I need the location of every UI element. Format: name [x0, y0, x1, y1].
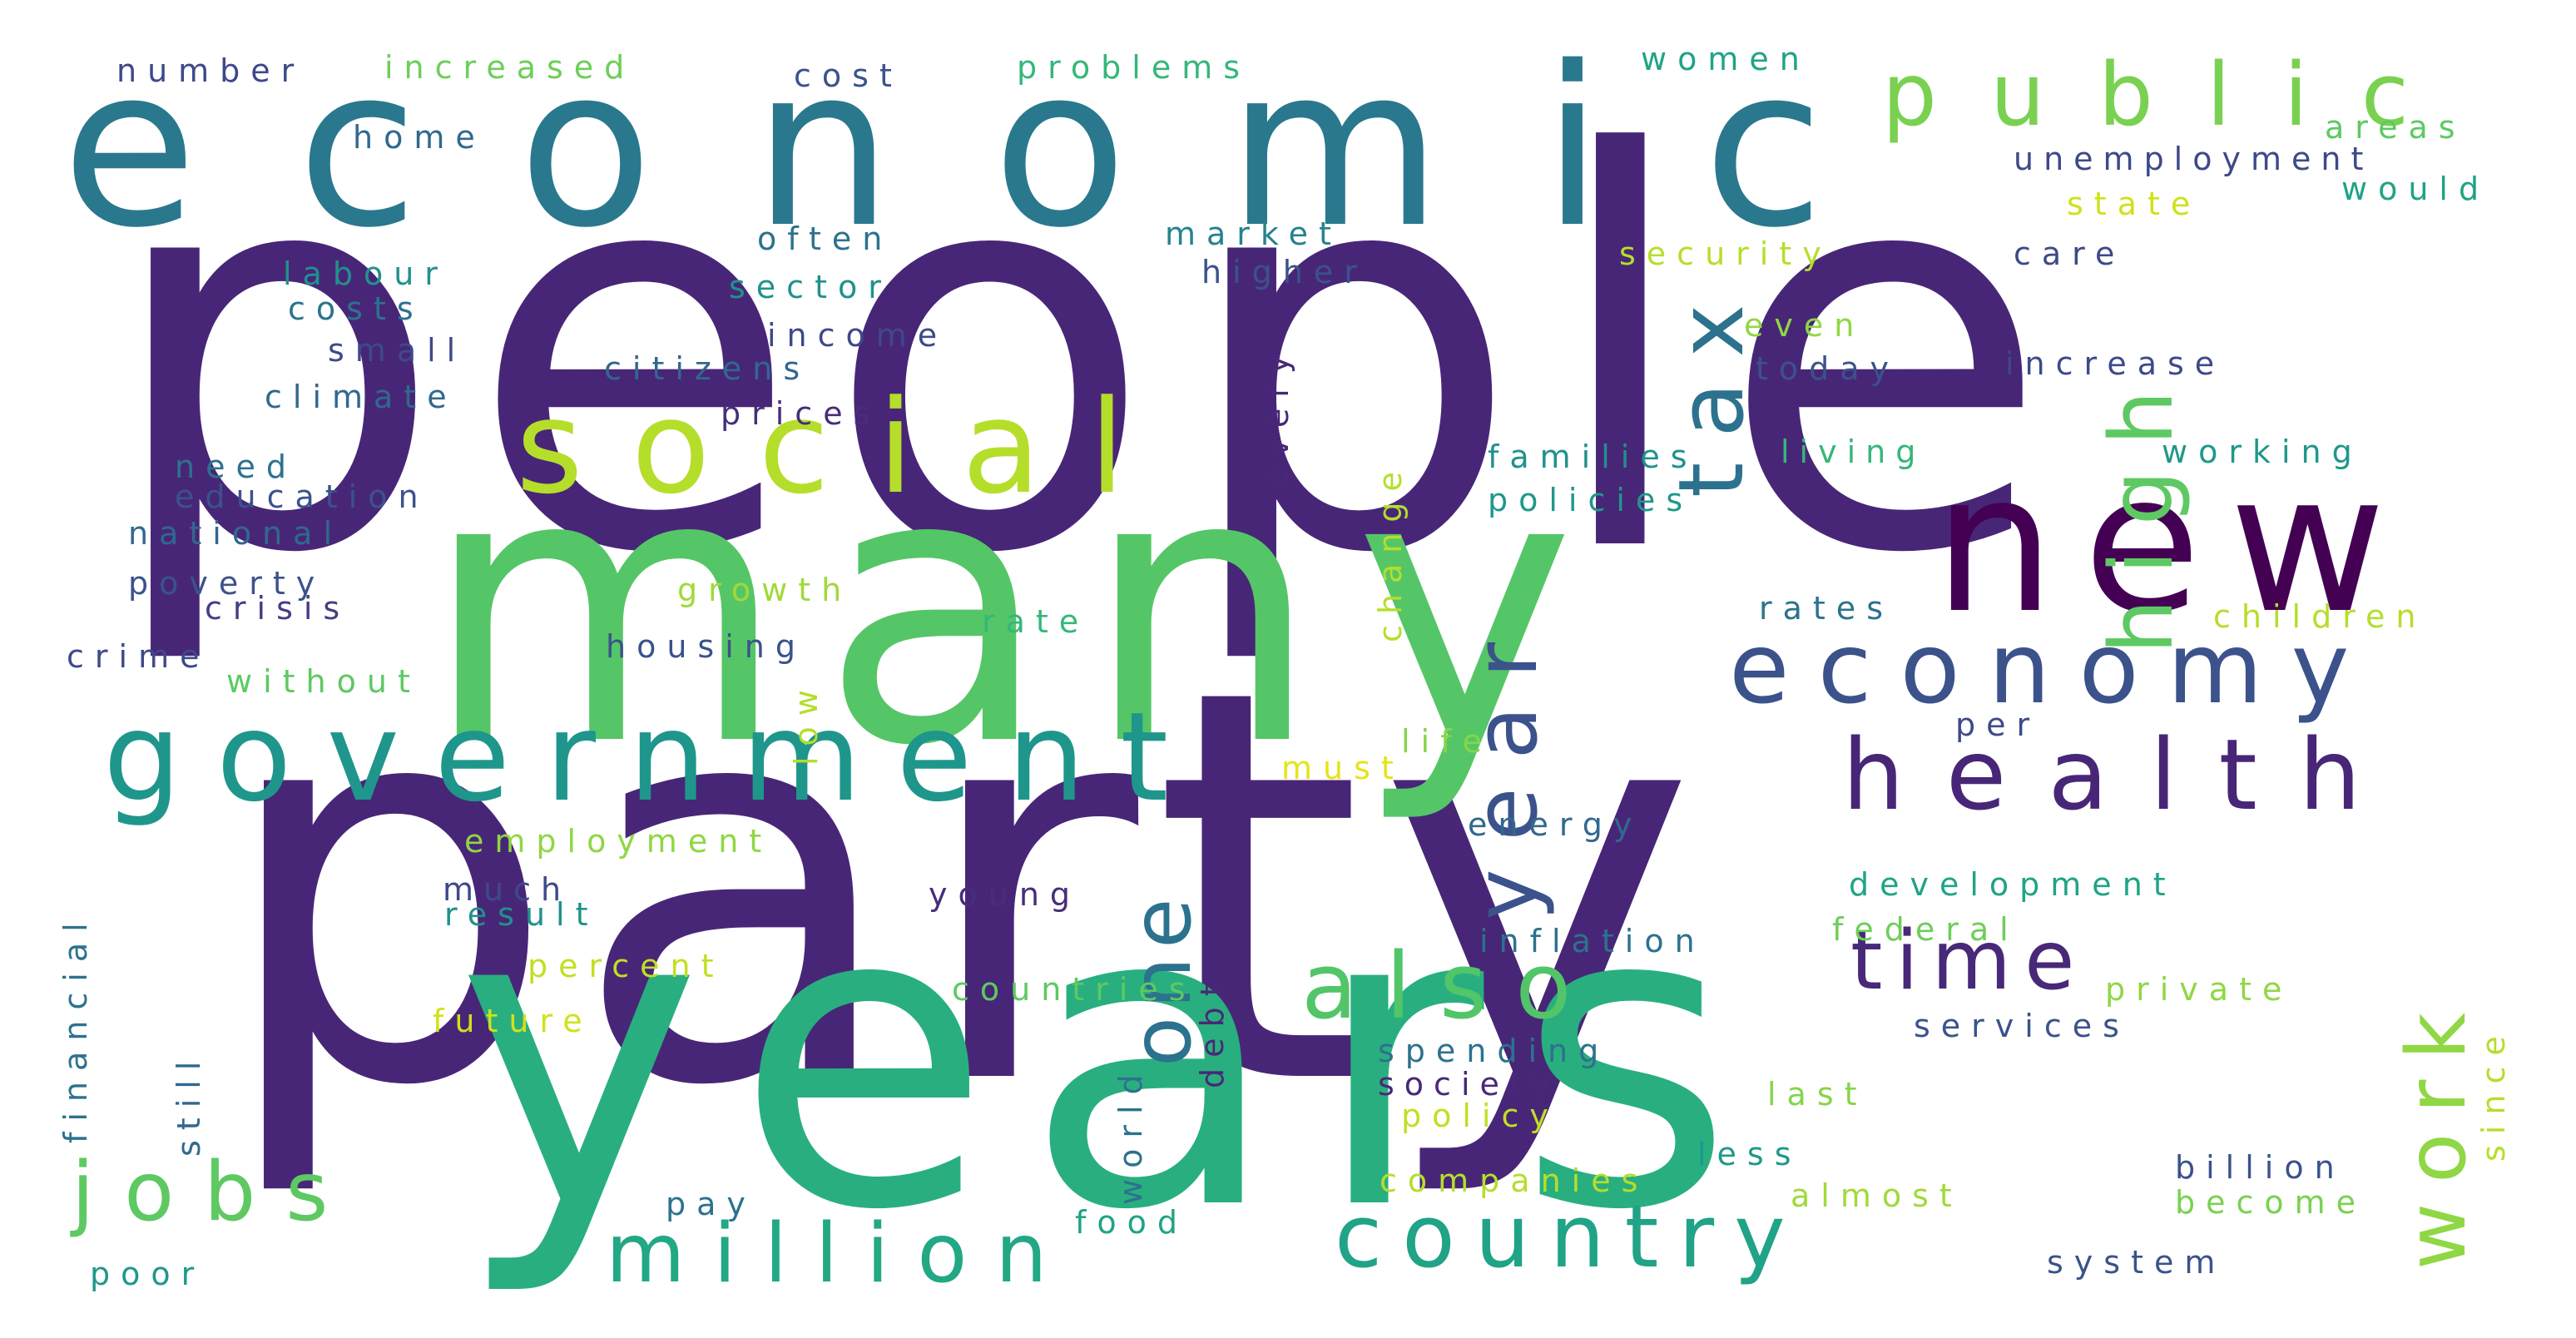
- word-living: change: [1372, 461, 1409, 642]
- word-young: energy: [1468, 806, 1643, 843]
- word-even: even: [1744, 307, 1865, 344]
- word-policies: working: [2162, 434, 2363, 470]
- word-security: security: [1619, 235, 1832, 272]
- word-national: education: [175, 478, 429, 515]
- word-last: percent: [528, 948, 725, 984]
- word-growth: national: [128, 515, 344, 552]
- word-poor: policy: [1401, 1098, 1559, 1134]
- word-future: young: [929, 876, 1082, 913]
- word-debt: food: [1075, 1204, 1188, 1241]
- word-government: government: [103, 686, 1204, 829]
- word-women: women: [1641, 41, 1811, 77]
- word-public: public: [1882, 44, 2462, 146]
- word-almost: spending: [1378, 1033, 1610, 1069]
- word-development: still: [171, 1051, 207, 1157]
- word-rates: growth: [677, 572, 853, 608]
- word-country: country: [1335, 1186, 1806, 1287]
- word-climate: climate: [265, 379, 458, 415]
- word-need: every: [1259, 344, 1295, 488]
- word-number: number: [116, 52, 305, 89]
- word-cost: cost: [794, 57, 903, 94]
- word-rate: crisis: [205, 590, 351, 627]
- word-today: today: [1756, 350, 1900, 387]
- word-work: jobs: [72, 1145, 359, 1240]
- word-every: billion: [2175, 1149, 2346, 1186]
- word-low: almost: [1791, 1177, 1963, 1214]
- word-economy: economy: [1729, 611, 2378, 726]
- word-policy: countries: [952, 971, 1196, 1008]
- word-would: would: [2341, 171, 2490, 207]
- word-employment: financial: [57, 912, 94, 1143]
- word-pay: world: [1112, 1063, 1149, 1205]
- word-countries: much: [443, 871, 572, 908]
- word-costs: costs: [288, 290, 424, 327]
- word-years: years: [456, 816, 1767, 1301]
- word-problems: problems: [1017, 49, 1251, 86]
- word-private: result: [444, 896, 599, 933]
- word-inflation: development: [1849, 866, 2177, 903]
- word-still: pay: [666, 1186, 756, 1222]
- word-social: social: [516, 372, 1173, 523]
- word-citizens: citizens: [604, 350, 811, 387]
- word-poverty: policies: [1488, 482, 1694, 518]
- word-spending: since: [2475, 1025, 2512, 1162]
- word-health: health: [1842, 717, 2403, 832]
- word-energy: per: [1955, 706, 2041, 743]
- word-financial: become: [2175, 1184, 2367, 1221]
- word-less: private: [2105, 971, 2293, 1008]
- word-often: often: [757, 221, 894, 257]
- word-increased: increased: [384, 49, 636, 86]
- word-market: market: [1165, 216, 1342, 252]
- word-million: million: [606, 1207, 1076, 1301]
- word-since: poor: [90, 1256, 206, 1292]
- word-year: work: [2390, 992, 2484, 1270]
- word-billion: future: [433, 1003, 593, 1039]
- word-housing: children: [2213, 598, 2427, 635]
- word-labour: labour: [283, 255, 448, 292]
- word-unemployment: unemployment: [2014, 141, 2374, 177]
- word-life: low: [788, 679, 825, 766]
- word-high: year: [1455, 613, 1557, 920]
- word-time: high: [2091, 365, 2192, 654]
- word-federal: employment: [464, 823, 773, 860]
- word-state: state: [2067, 186, 2202, 222]
- word-income: income: [767, 317, 949, 354]
- word-increase: increase: [2005, 345, 2226, 382]
- word-percent: debt: [1194, 973, 1231, 1088]
- word-companies: services: [1914, 1008, 2130, 1044]
- word-care: care: [2014, 235, 2126, 272]
- word-working: families: [1488, 439, 1698, 475]
- word-system: less: [1697, 1136, 1802, 1172]
- word-without: crime: [67, 638, 211, 675]
- word-must: without: [226, 663, 421, 700]
- word-one: time: [1850, 914, 2088, 1008]
- word-food: last: [1767, 1076, 1868, 1113]
- word-higher: higher: [1201, 254, 1368, 290]
- word-much: life: [1401, 723, 1493, 760]
- word-also: also: [1301, 933, 1600, 1039]
- word-home: home: [353, 119, 486, 156]
- word-crime: rate: [982, 603, 1090, 640]
- word-families: need: [175, 448, 297, 485]
- word-change: companies: [1380, 1162, 1649, 1199]
- word-people: people: [102, 42, 2075, 671]
- word-party: party: [215, 575, 1711, 1204]
- word-become: society: [1378, 1066, 1561, 1103]
- word-economic: economic: [62, 20, 1925, 276]
- word-new: new: [1934, 434, 2415, 656]
- word-small: small: [328, 332, 467, 369]
- word-sector: sector: [729, 269, 892, 305]
- word-per: housing: [606, 628, 806, 665]
- word-result: must: [1281, 750, 1404, 786]
- word-services: federal: [1832, 911, 2019, 948]
- word-areas: areas: [2325, 109, 2466, 146]
- word-world: system: [2047, 1244, 2227, 1281]
- word-society: inflation: [1479, 923, 1706, 959]
- word-many: many: [423, 392, 1609, 828]
- word-education: living: [1781, 434, 1926, 470]
- word-crisis: poverty: [128, 565, 326, 602]
- word-children: rates: [1759, 590, 1894, 627]
- word-prices: prices: [721, 395, 881, 432]
